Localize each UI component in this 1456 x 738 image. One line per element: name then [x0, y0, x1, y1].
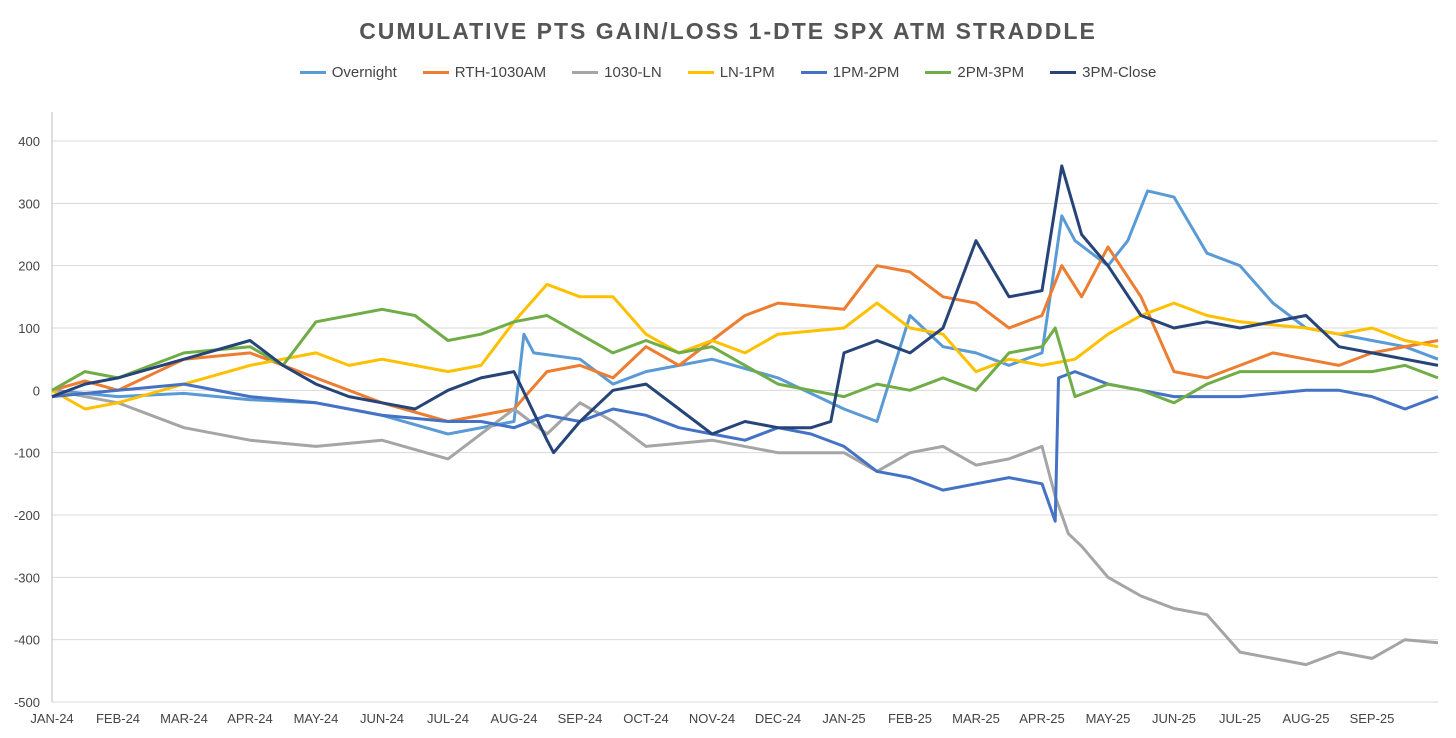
y-tick-label: -100 [14, 446, 40, 461]
x-tick-label: MAR-25 [952, 711, 1000, 726]
x-tick-label: SEP-25 [1350, 711, 1395, 726]
series-line-rth-1030am [51, 245, 1439, 423]
series-line-overnight [51, 189, 1439, 436]
gridlines [52, 140, 1438, 703]
x-tick-label: JUN-25 [1152, 711, 1196, 726]
legend-label: 3PM-Close [1082, 64, 1157, 81]
x-tick-label: OCT-24 [623, 711, 669, 726]
x-tick-label: MAY-24 [294, 711, 339, 726]
x-tick-label: NOV-24 [689, 711, 735, 726]
y-axis-ticks: 400 300 200 100 0 -100 -200 -300 -400 -500 [14, 134, 40, 710]
legend-swatch [572, 71, 599, 74]
x-tick-label: SEP-24 [558, 711, 603, 726]
x-tick-label: JUN-24 [360, 711, 404, 726]
legend-item: 2PM-3PM [925, 64, 1024, 81]
legend-label: LN-1PM [719, 64, 775, 81]
x-tick-label: MAR-24 [160, 711, 208, 726]
x-tick-label: DEC-24 [755, 711, 801, 726]
legend-label: Overnight [331, 64, 397, 81]
legend-swatch [925, 71, 952, 74]
series-line-3pm-close [51, 164, 1439, 455]
legend-label: 2PM-3PM [957, 64, 1025, 81]
x-tick-label: JUL-25 [1219, 711, 1261, 726]
chart-title: CUMULATIVE PTS GAIN/LOSS 1-DTE SPX ATM S… [359, 18, 1097, 44]
legend-swatch [800, 71, 827, 74]
legend-item: 1030-LN [572, 64, 662, 81]
series-line-1pm-2pm [51, 370, 1439, 523]
x-tick-label: JAN-25 [822, 711, 865, 726]
series-line-1030-ln [51, 388, 1439, 667]
y-tick-label: 400 [18, 134, 40, 149]
x-tick-label: FEB-25 [888, 711, 932, 726]
legend-item: 1PM-2PM [800, 64, 900, 81]
legend-item: Overnight [299, 64, 397, 81]
legend-swatch [687, 71, 714, 74]
x-tick-label: APR-24 [227, 711, 273, 726]
x-tick-label: FEB-24 [96, 711, 140, 726]
x-tick-label: AUG-24 [491, 711, 538, 726]
legend-swatch [422, 71, 449, 74]
x-tick-label: JUL-24 [427, 711, 469, 726]
y-tick-label: 300 [18, 196, 40, 211]
x-tick-label: APR-25 [1019, 711, 1065, 726]
x-tick-label: AUG-25 [1283, 711, 1330, 726]
y-tick-label: -200 [14, 508, 40, 523]
legend-item: LN-1PM [687, 64, 775, 81]
y-tick-label: 200 [18, 259, 40, 274]
x-axis-ticks: JAN-24 FEB-24 MAR-24 APR-24 MAY-24 JUN-24 JUL-… [30, 711, 1394, 726]
legend-swatch [1050, 71, 1077, 74]
series-line-ln-1pm [51, 282, 1439, 411]
y-tick-label: 100 [18, 321, 40, 336]
legend-label: RTH-1030AM [454, 64, 547, 81]
y-tick-label: -500 [14, 695, 40, 710]
chart-legend: Overnight RTH-1030AM 1030-LN LN-1PM 1PM-2PM 2… [0, 64, 1456, 81]
x-tick-label: JAN-24 [30, 711, 73, 726]
y-tick-label: -400 [14, 633, 40, 648]
series-line-2pm-3pm [51, 307, 1439, 405]
legend-label: 1030-LN [604, 64, 662, 81]
legend-item: 3PM-Close [1050, 64, 1156, 81]
legend-swatch [299, 71, 326, 74]
y-tick-label: 0 [33, 383, 40, 398]
x-tick-label: MAY-25 [1086, 711, 1131, 726]
series-lines [51, 164, 1439, 667]
y-tick-label: -300 [14, 570, 40, 585]
legend-label: 1PM-2PM [832, 64, 900, 81]
legend-item: RTH-1030AM [422, 64, 547, 81]
